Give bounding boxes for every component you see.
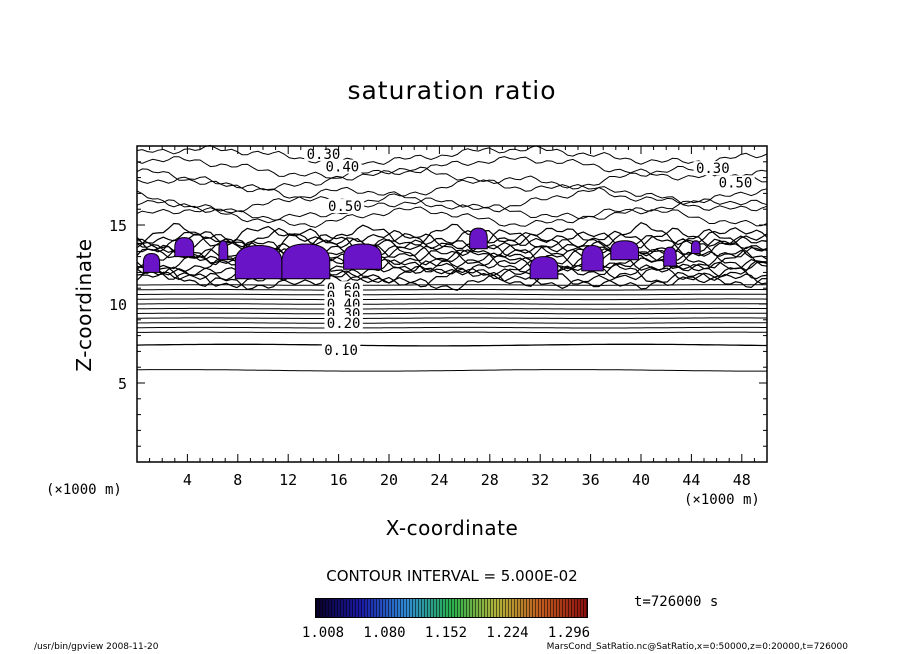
colorbar-tick-label: 1.224 [486, 625, 528, 641]
supersaturated-regions [142, 227, 701, 280]
contour-line [136, 289, 768, 291]
contour-line [136, 343, 767, 347]
footer-left: /usr/bin/gpview 2008-11-20 [34, 642, 159, 652]
supersaturated-region [529, 256, 559, 280]
x-tick-label: 32 [531, 471, 549, 489]
supersaturated-region [281, 243, 331, 280]
contour-line [137, 284, 767, 286]
time-label: t=726000 s [634, 594, 719, 610]
colorbar-labels: 1.008 1.080 1.152 1.224 1.296 [302, 625, 590, 641]
contour-label: 0.40 [326, 160, 360, 176]
contour-line [136, 228, 768, 257]
supersaturated-region [469, 227, 488, 250]
contour-interval-label: CONTOUR INTERVAL = 5.000E-02 [326, 567, 578, 585]
contour-line [136, 298, 768, 301]
x-tick-label: 44 [682, 471, 700, 489]
y-axis: 5 10 15 [109, 161, 767, 447]
contour-line [137, 326, 767, 329]
contour-line [136, 197, 768, 221]
y-axis-units: (×1000 m) [46, 482, 122, 498]
x-tick-label: 24 [430, 471, 448, 489]
supersaturated-region [610, 240, 639, 261]
supersaturated-region [663, 246, 677, 267]
colorbar-tick-label: 1.296 [548, 625, 590, 641]
y-tick-label: 10 [109, 296, 127, 314]
contour-label: 0.30 [307, 147, 341, 163]
x-tick-label: 48 [733, 471, 751, 489]
x-tick-label: 12 [279, 471, 297, 489]
y-tick-label: 5 [118, 375, 127, 393]
contour-lines [136, 144, 768, 372]
x-tick-label: 28 [481, 471, 499, 489]
x-tick-label: 4 [183, 471, 192, 489]
contour-labels: 0.300.400.500.300.500.600.500.400.300.20… [304, 146, 755, 359]
x-tick-label: 20 [380, 471, 398, 489]
contour-line [137, 369, 767, 372]
contour-line [136, 186, 768, 213]
supersaturated-region [174, 237, 195, 258]
contour-line [137, 317, 767, 319]
x-tick-label: 36 [582, 471, 600, 489]
contour-line [137, 331, 767, 334]
contour-line [136, 156, 768, 181]
supersaturated-region [581, 245, 604, 272]
x-tick-label: 8 [233, 471, 242, 489]
colorbar-tick-label: 1.008 [302, 625, 344, 641]
supersaturated-region [690, 240, 701, 254]
x-axis-label: X-coordinate [385, 516, 519, 540]
footer-right: MarsCond_SatRatio.nc@SatRatio,x=0:50000,… [546, 642, 848, 652]
colorbar-tick-label: 1.152 [425, 625, 467, 641]
contour-line [137, 307, 767, 310]
contour-line [136, 206, 768, 228]
contour-line [136, 312, 768, 315]
contour-label: 0.50 [719, 175, 753, 191]
x-axis: 4 8 12 16 20 24 28 32 36 40 44 48 [149, 146, 755, 489]
contour-line [136, 175, 768, 206]
colorbar-tick-label: 1.080 [363, 625, 405, 641]
contour-label: 0.20 [327, 316, 361, 332]
chart-title: saturation ratio [347, 76, 557, 105]
contour-line [136, 233, 768, 259]
contour-label: 0.30 [696, 161, 730, 177]
contour-line [137, 293, 767, 296]
x-axis-units: (×1000 m) [684, 492, 760, 508]
contour-line [136, 322, 768, 324]
contour-label: 0.10 [324, 343, 358, 359]
supersaturated-region [343, 243, 382, 270]
colorbar [315, 598, 588, 618]
supersaturated-region [218, 240, 229, 261]
contour-line [136, 144, 768, 165]
y-axis-label: Z-coordinate [72, 238, 96, 372]
contour-label: 0.50 [328, 199, 362, 215]
supersaturated-region [142, 252, 161, 273]
supersaturated-region [234, 245, 283, 280]
y-tick-label: 15 [109, 217, 127, 235]
contour-line [136, 222, 768, 247]
x-tick-label: 40 [632, 471, 650, 489]
contour-line [137, 303, 767, 305]
x-tick-label: 16 [330, 471, 348, 489]
